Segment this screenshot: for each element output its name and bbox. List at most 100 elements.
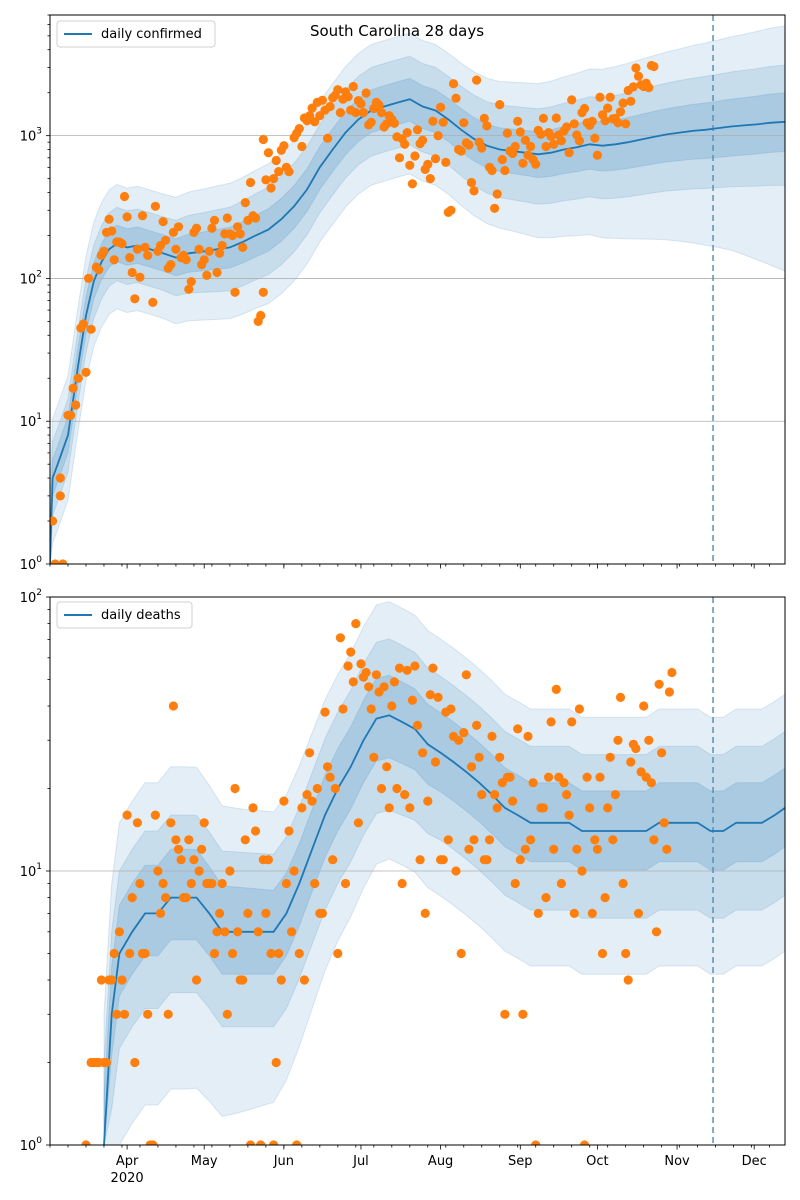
- data-point: [438, 117, 448, 127]
- data-point: [289, 866, 299, 876]
- data-point: [104, 214, 114, 224]
- data-point: [168, 701, 178, 711]
- data-point: [600, 893, 610, 903]
- data-point: [484, 835, 495, 845]
- data-point: [423, 796, 433, 806]
- data-point: [428, 663, 438, 673]
- data-point: [135, 272, 145, 282]
- data-point: [317, 95, 327, 105]
- data-point: [507, 796, 518, 806]
- data-point: [410, 661, 420, 671]
- data-point: [657, 748, 667, 758]
- data-point: [279, 141, 289, 151]
- data-point: [418, 748, 428, 758]
- data-point: [364, 682, 374, 692]
- data-point: [215, 908, 225, 919]
- data-point: [107, 975, 117, 985]
- deaths-axes: 100 101 102 Apr 2020 May Jun Jul Aug Sep Oct Nov Dec: [20, 588, 786, 1186]
- data-point: [610, 790, 621, 800]
- data-point: [587, 116, 597, 126]
- data-point: [389, 677, 399, 687]
- data-point: [649, 835, 659, 845]
- data-point: [459, 728, 469, 738]
- data-point: [256, 310, 266, 321]
- data-point: [153, 866, 163, 876]
- data-point: [191, 223, 202, 233]
- data-point: [574, 136, 585, 146]
- data-point: [243, 908, 253, 919]
- data-point: [233, 222, 243, 232]
- data-point: [194, 244, 204, 254]
- data-point: [497, 155, 507, 165]
- data-point: [184, 284, 194, 294]
- x-tick-label: Nov: [664, 1154, 690, 1169]
- data-point: [559, 778, 569, 788]
- data-point: [173, 844, 184, 854]
- data-point: [292, 1140, 302, 1145]
- data-point: [425, 690, 435, 700]
- data-point: [546, 131, 556, 141]
- data-point: [446, 704, 456, 714]
- y-tick-label: 102: [20, 588, 42, 606]
- data-point: [538, 113, 549, 123]
- data-point: [513, 116, 523, 126]
- data-point: [184, 835, 194, 845]
- data-point: [302, 790, 312, 800]
- data-point: [505, 772, 515, 782]
- data-point: [305, 111, 315, 121]
- deaths-bands: [103, 601, 785, 1145]
- data-point: [556, 878, 567, 889]
- x-tick-label: Jun: [273, 1154, 294, 1169]
- data-point: [140, 242, 150, 252]
- data-point: [549, 139, 559, 149]
- data-point: [78, 319, 88, 329]
- data-point: [461, 670, 471, 680]
- data-point: [654, 679, 664, 689]
- data-point: [279, 796, 289, 806]
- data-point: [579, 1140, 590, 1145]
- series-line: [50, 98, 785, 564]
- data-point: [261, 908, 271, 919]
- data-point: [83, 273, 94, 283]
- data-point: [114, 927, 124, 937]
- data-point: [217, 878, 227, 889]
- data-point: [181, 893, 191, 903]
- data-point: [500, 1009, 510, 1019]
- data-point: [528, 778, 538, 788]
- data-point: [664, 687, 675, 697]
- data-point: [215, 248, 225, 258]
- data-point: [194, 866, 204, 876]
- data-point: [258, 134, 268, 145]
- data-point: [510, 141, 520, 152]
- data-point: [266, 948, 276, 959]
- data-point: [646, 778, 657, 788]
- data-point: [613, 735, 623, 745]
- data-point: [122, 810, 132, 820]
- data-point: [307, 796, 317, 806]
- confirmed-bands: [50, 25, 785, 564]
- data-point: [369, 752, 379, 762]
- data-point: [320, 707, 330, 717]
- y-tick-label: 100: [20, 1136, 43, 1154]
- data-point: [420, 908, 430, 919]
- data-point: [325, 772, 335, 782]
- uncertainty-band-inner: [50, 77, 785, 564]
- data-point: [495, 100, 505, 110]
- data-point: [109, 255, 119, 265]
- data-point: [181, 255, 191, 265]
- data-point: [109, 948, 119, 959]
- data-point: [132, 818, 142, 828]
- data-point: [251, 213, 261, 223]
- data-point: [227, 948, 238, 959]
- data-point: [343, 661, 353, 671]
- data-point: [574, 704, 585, 714]
- data-point: [137, 211, 148, 221]
- data-point: [358, 108, 369, 118]
- data-point: [428, 116, 438, 126]
- data-point: [346, 647, 356, 657]
- data-point: [127, 267, 137, 278]
- data-point: [495, 752, 505, 762]
- y-tick-label: 102: [20, 269, 42, 287]
- confirmed-legend-label: daily confirmed: [101, 27, 202, 42]
- data-point: [199, 818, 209, 828]
